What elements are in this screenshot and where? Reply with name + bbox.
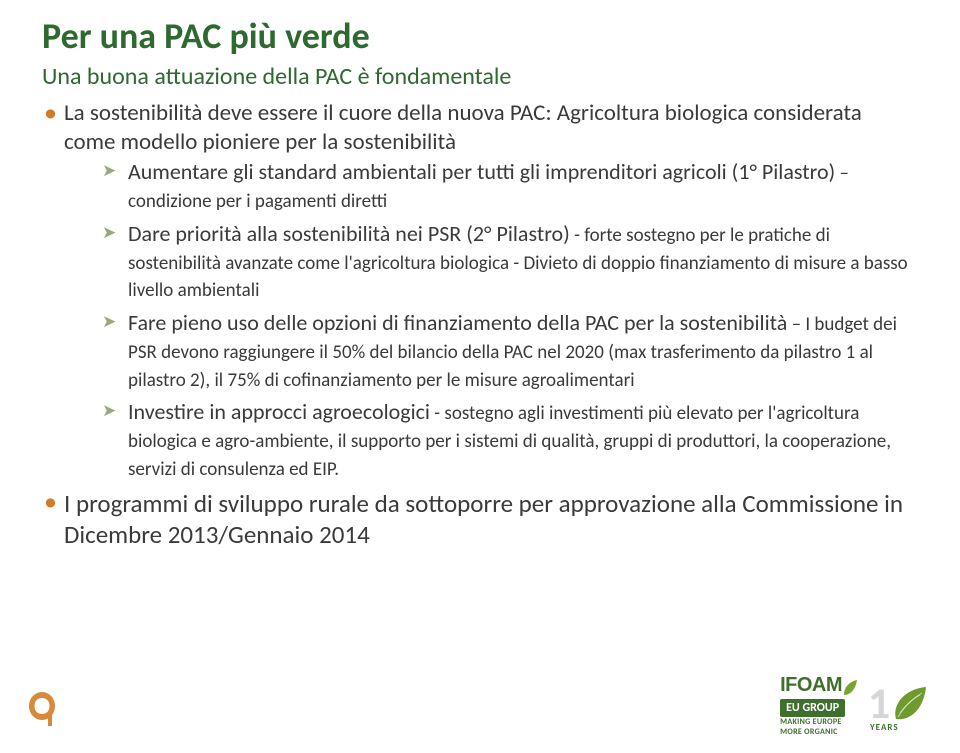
years-text: YEARS bbox=[870, 722, 899, 733]
sub-lead: Fare pieno uso delle opzioni di finanzia… bbox=[128, 309, 787, 336]
ifoam-word: IFOAM bbox=[780, 674, 858, 697]
bullet-text: I programmi di sviluppo rurale da sottop… bbox=[64, 488, 903, 550]
leaf-icon bbox=[842, 679, 858, 697]
sub-item: Dare priorità alla sostenibilità nei PSR… bbox=[102, 220, 918, 303]
sub-list: Aumentare gli standard ambientali per tu… bbox=[64, 158, 918, 481]
tagline-2: MORE ORGANIC bbox=[780, 728, 858, 737]
corner-icon bbox=[28, 692, 56, 731]
sub-item: Fare pieno uso delle opzioni di finanzia… bbox=[102, 309, 918, 392]
bullet-text: La sostenibilità deve essere il cuore de… bbox=[64, 99, 862, 156]
slide-title: Per una PAC più verde bbox=[42, 18, 918, 56]
tagline-1: MAKING EUROPE bbox=[780, 718, 858, 727]
ifoam-block: IFOAM EU GROUP MAKING EUROPE MORE ORGANI… bbox=[780, 674, 858, 737]
eu-group-badge: EU GROUP bbox=[780, 697, 858, 717]
ten-years-badge: 1 YEARS bbox=[868, 681, 932, 731]
zero-leaf-icon bbox=[890, 685, 930, 725]
slide-subtitle: Una buona attuazione della PAC è fondame… bbox=[42, 62, 918, 91]
ifoam-text: IFOAM bbox=[780, 674, 842, 697]
sub-item: Investire in approcci agroecologici - so… bbox=[102, 398, 918, 481]
eu-group-text: EU GROUP bbox=[780, 699, 845, 717]
sub-item: Aumentare gli standard ambientali per tu… bbox=[102, 158, 918, 214]
ring-icon bbox=[28, 692, 56, 726]
bullet-item-1: La sostenibilità deve essere il cuore de… bbox=[42, 99, 918, 482]
sub-lead: Dare priorità alla sostenibilità nei PSR… bbox=[128, 220, 570, 247]
bullet-list: La sostenibilità deve essere il cuore de… bbox=[42, 99, 918, 550]
sub-lead: Aumentare gli standard ambientali per tu… bbox=[128, 158, 835, 185]
sub-lead: Investire in approcci agroecologici bbox=[128, 398, 430, 425]
slide: Per una PAC più verde Una buona attuazio… bbox=[0, 0, 960, 753]
footer-logo: IFOAM EU GROUP MAKING EUROPE MORE ORGANI… bbox=[780, 674, 932, 737]
ten-number: 1 bbox=[868, 681, 890, 725]
bullet-item-2: I programmi di sviluppo rurale da sottop… bbox=[42, 488, 918, 551]
